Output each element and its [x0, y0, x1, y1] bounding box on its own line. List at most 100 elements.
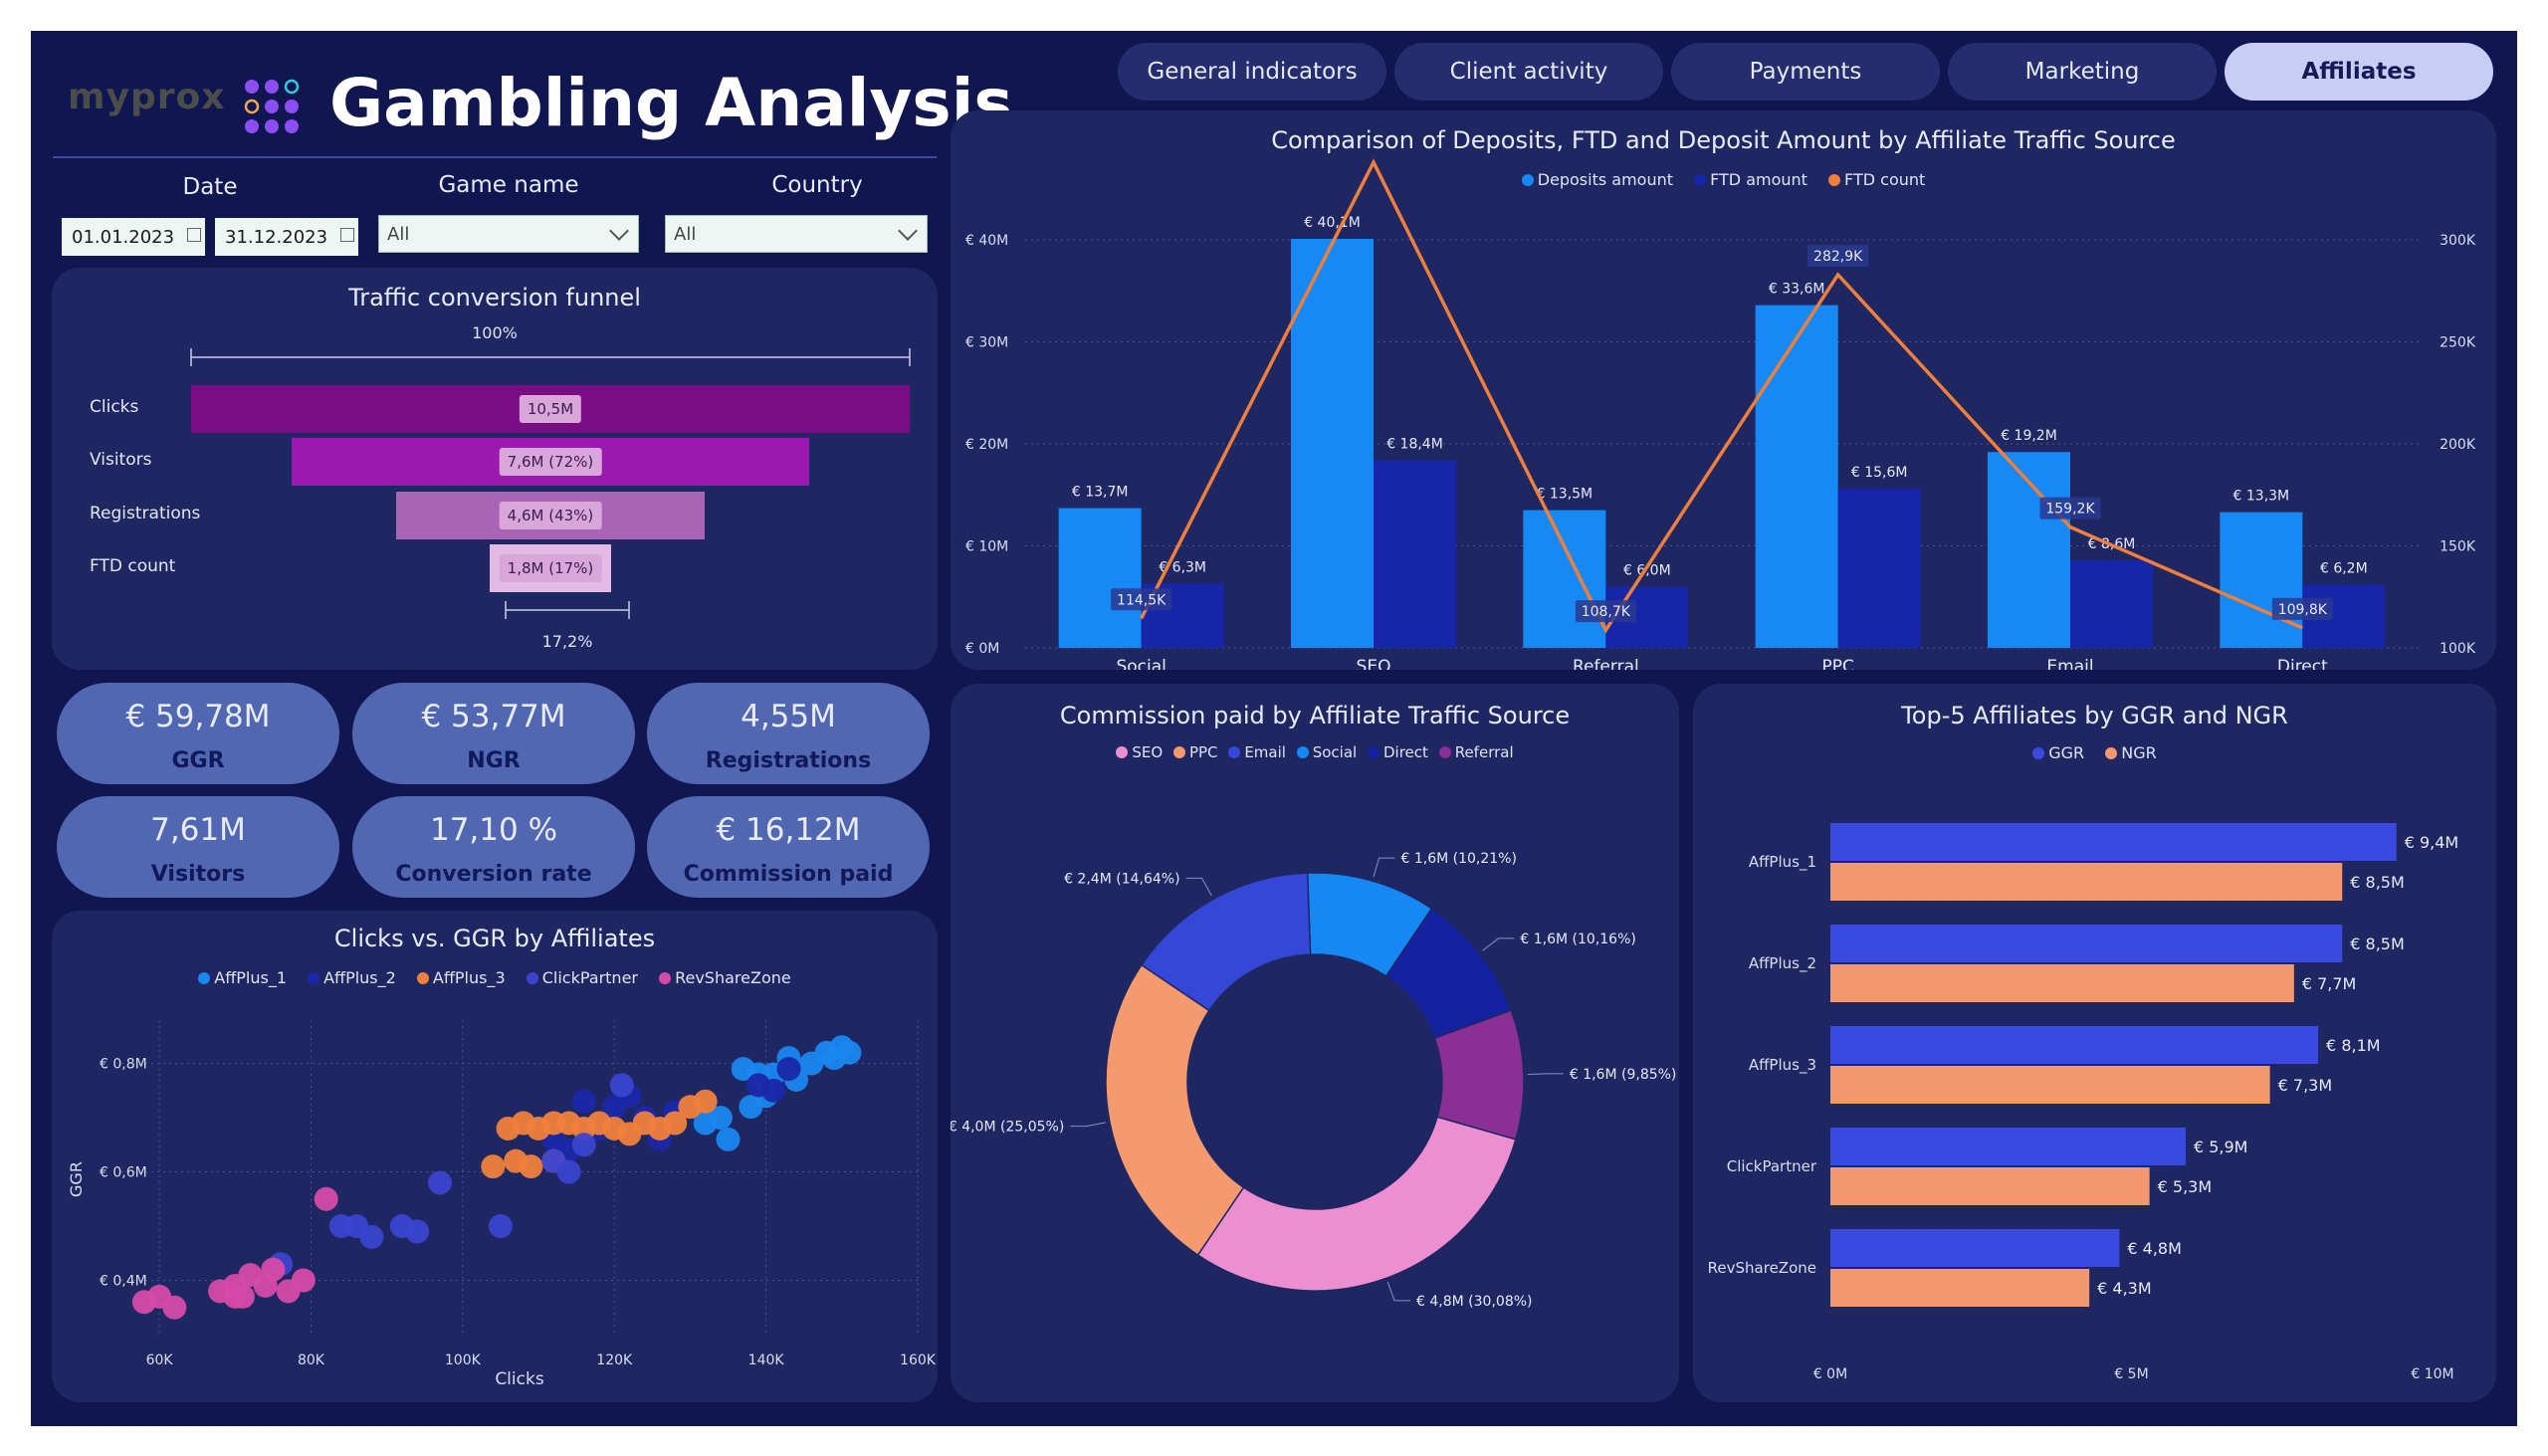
kpi-ngr: € 53,77M NGR [352, 683, 635, 784]
dots-logo-icon [244, 79, 300, 133]
kpi-value: 7,61M [150, 812, 246, 848]
x-tick-label: € 5M [2114, 1366, 2148, 1382]
funnel-bar-ftd: 1,8M (17%) [489, 544, 612, 592]
legend-affplus-1: AffPlus_1 [214, 968, 287, 987]
legend-swatch [2105, 747, 2118, 759]
tab-client-activity[interactable]: Client activity [1394, 43, 1663, 101]
date-to-input[interactable]: 31.12.2023 [215, 218, 358, 256]
date-from-input[interactable]: 01.01.2023 [62, 218, 205, 256]
tab-marketing[interactable]: Marketing [1948, 43, 2217, 101]
data-label: € 13,3M [2233, 489, 2290, 505]
y-tick-label: € 0M [965, 641, 999, 657]
scatter-point [776, 1057, 801, 1082]
date-from-value: 01.01.2023 [72, 226, 175, 248]
calendar-icon[interactable] [340, 228, 354, 242]
tab-payments[interactable]: Payments [1671, 43, 1940, 101]
game-name-select[interactable]: All [378, 215, 639, 253]
line-label-bg [1111, 588, 1172, 611]
bar-ngr [1830, 863, 2343, 901]
calendar-icon[interactable] [187, 228, 201, 242]
legend-swatch [1694, 174, 1707, 186]
combo-title: Comparison of Deposits, FTD and Deposit … [1271, 126, 2176, 154]
donut-panel: Commission paid by Affiliate Traffic Sou… [951, 684, 1679, 1402]
legend-swatch [659, 972, 672, 984]
leader-line [1070, 1122, 1107, 1128]
line-data-label: 108,7K [1582, 604, 1631, 620]
bar-ggr [1830, 925, 2343, 962]
legend-swatch [198, 972, 211, 984]
leader-line [1527, 1073, 1564, 1076]
scatter-point [571, 1089, 596, 1114]
x-tick-label: 140K [748, 1352, 785, 1368]
scatter-point [663, 1111, 688, 1136]
data-label: € 8,5M [2350, 935, 2405, 953]
logo-text: myprox [68, 77, 226, 117]
legend-clickpartner: ClickPartner [541, 968, 638, 987]
bar-deposits-amount [1291, 238, 1374, 648]
data-label: € 40,1M [1304, 215, 1361, 231]
data-label: € 4,8M [2127, 1239, 2182, 1258]
line-data-label: 159,2K [2045, 502, 2095, 518]
scatter-point [761, 1078, 786, 1103]
legend-swatch [416, 972, 429, 984]
tab-general-indicators[interactable]: General indicators [1118, 43, 1386, 101]
legend-swatch [1828, 174, 1841, 186]
combo-panel: Comparison of Deposits, FTD and Deposit … [951, 110, 2496, 670]
funnel-panel: Traffic conversion funnel 100% Clicks Vi… [52, 268, 938, 670]
x-tick-label: 160K [900, 1352, 937, 1368]
kpi-label: GGR [171, 748, 225, 773]
country-select[interactable]: All [665, 215, 928, 253]
kpi-ggr: € 59,78M GGR [57, 683, 339, 784]
y-tick-label: € 10M [965, 539, 1008, 555]
scatter-point [481, 1154, 506, 1179]
x-tick-label: 120K [596, 1352, 633, 1368]
data-label: € 33,6M [1769, 282, 1825, 298]
line-ftd-count [1140, 158, 2304, 634]
legend-referral: Referral [1454, 743, 1514, 761]
data-label: € 4,3M [2097, 1279, 2152, 1298]
scatter-point [261, 1257, 286, 1282]
kpi-visitors: 7,61M Visitors [57, 796, 339, 898]
bar-ngr [1830, 1269, 2090, 1307]
scatter-point [428, 1170, 452, 1195]
y-tick-label: ClickPartner [1727, 1157, 1817, 1175]
slice-label: € 1,6M (10,21%) [1400, 851, 1516, 867]
slice-label: € 4,0M (25,05%) [951, 1120, 1064, 1136]
dashboard-frame: myprox Gambling Analysis General indicat… [31, 31, 2517, 1426]
funnel-value: 4,6M (43%) [499, 502, 602, 529]
legend-ftd-count: FTD count [1844, 170, 1926, 189]
y-tick-label: RevShareZone [1708, 1259, 1816, 1277]
tab-affiliates[interactable]: Affiliates [2225, 43, 2493, 101]
page-title: Gambling Analysis [329, 65, 1013, 141]
funnel-bottom-bracket [505, 601, 630, 619]
line-label-bg [2271, 597, 2333, 620]
funnel-title: Traffic conversion funnel [348, 284, 641, 312]
legend-affplus-2: AffPlus_2 [323, 968, 396, 987]
game-name-value: All [387, 223, 410, 245]
donut-slice-seo [1196, 1116, 1517, 1292]
kpi-value: 17,10 % [429, 812, 558, 848]
bar-ftd-amount [1374, 460, 1456, 648]
funnel-bar-visitors: 7,6M (72%) [292, 438, 809, 486]
donut-slice-ppc [1105, 963, 1245, 1257]
line-label-bg [1575, 600, 1636, 623]
data-label: € 5,3M [2158, 1177, 2213, 1196]
scatter-point [359, 1224, 384, 1249]
scatter-point [837, 1040, 862, 1065]
funnel-bottom-label: 17,2% [541, 632, 593, 651]
bar-ngr [1830, 1066, 2270, 1104]
data-label: € 6,0M [1623, 563, 1671, 579]
line-data-label: 282,9K [1813, 249, 1863, 265]
legend-swatch [1521, 174, 1534, 186]
leader-line [1386, 1281, 1411, 1302]
legend-swatch [308, 972, 320, 984]
y-tick-label: € 20M [965, 437, 1008, 453]
y-tick-label: AffPlus_2 [1749, 954, 1816, 973]
y2-tick-label: 100K [2440, 641, 2476, 657]
x-tick-label: € 0M [1813, 1366, 1847, 1382]
legend-swatch [526, 972, 538, 984]
legend-swatch [1296, 746, 1309, 758]
header-divider [53, 156, 937, 158]
bar-ggr [1830, 1128, 2186, 1165]
top5-panel: Top-5 Affiliates by GGR and NGR GGR NGR … [1693, 684, 2496, 1402]
